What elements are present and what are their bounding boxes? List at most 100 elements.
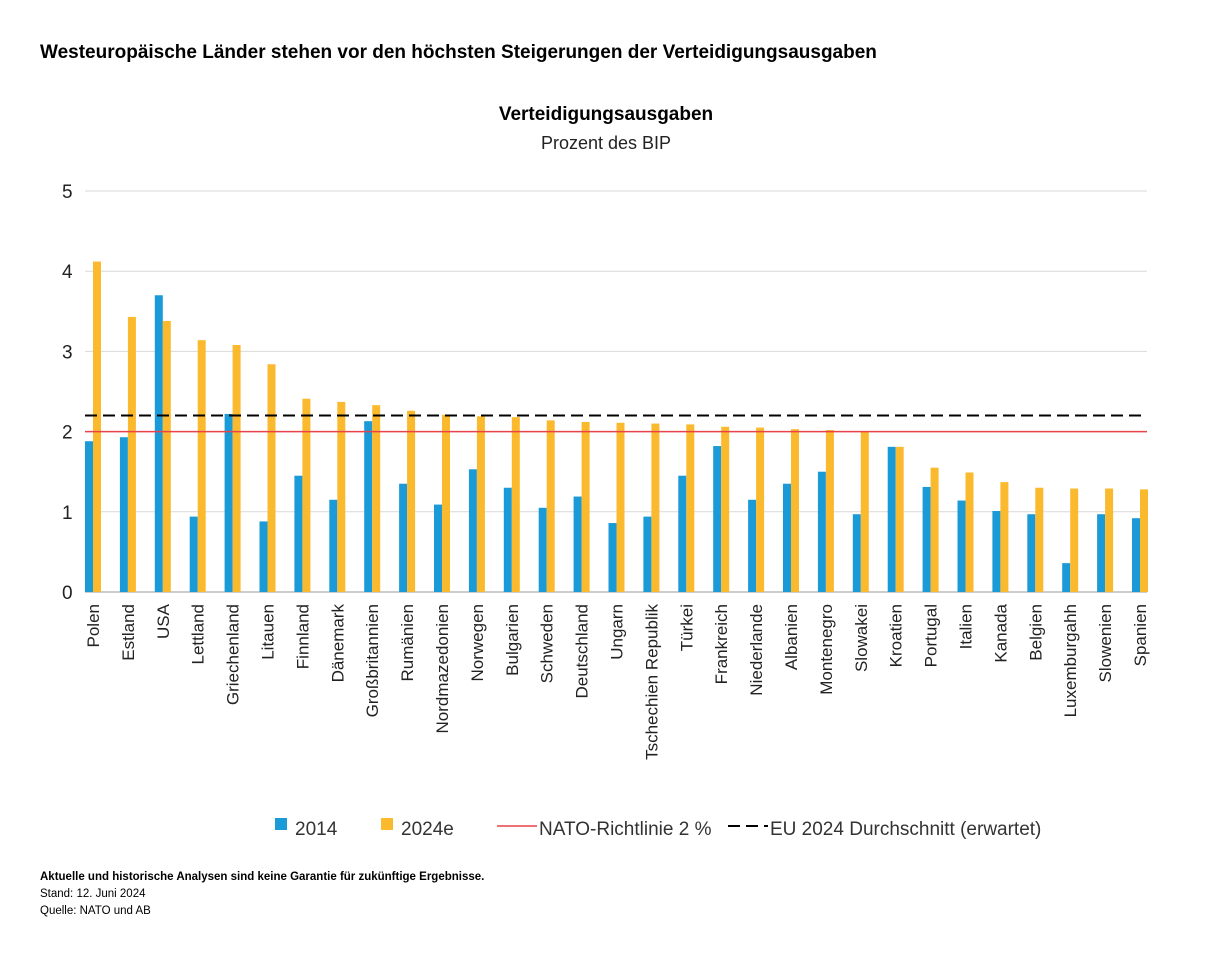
x-tick-label: Kroatien <box>887 604 906 667</box>
x-tick-label: Slowenien <box>1096 604 1115 682</box>
x-tick-label: Lettland <box>189 604 208 665</box>
bar-2024e <box>616 422 625 592</box>
x-tick-label: USA <box>154 603 173 639</box>
x-tick-label: Slowakei <box>852 604 871 672</box>
bar-2024e <box>162 320 171 592</box>
x-tick-label: Polen <box>84 604 103 647</box>
x-tick-label: Italien <box>957 604 976 649</box>
bar-2014 <box>259 521 268 592</box>
x-tick-label: Deutschland <box>573 604 592 699</box>
bar-2014 <box>783 483 791 592</box>
bar-2014 <box>294 475 303 592</box>
x-tick-label: Finnland <box>293 604 312 669</box>
legend-swatch <box>275 818 287 830</box>
legend-label: 2014 <box>295 819 338 840</box>
x-tick-label: Großbritannien <box>363 604 382 717</box>
x-tick-label: Frankreich <box>712 604 731 684</box>
bar-2014 <box>1027 514 1036 592</box>
x-tick-label: Portugal <box>922 604 941 667</box>
x-tick-label: Tschechien Republik <box>642 604 661 760</box>
bar-2014 <box>224 413 233 592</box>
bar-2014 <box>189 516 198 592</box>
date-note: Stand: 12. Juni 2024 <box>40 888 146 900</box>
bar-2014 <box>713 446 722 592</box>
x-tick-label: Nordmazedonien <box>433 604 452 733</box>
legend-label: EU 2024 Durchschnitt (erwartet) <box>770 819 1041 840</box>
bar-2024e <box>511 417 520 592</box>
bar-2014 <box>434 504 442 592</box>
bar-2024e <box>930 467 939 592</box>
x-tick-label: Estland <box>119 604 138 661</box>
bar-2024e <box>1070 488 1079 592</box>
bar-2024e <box>1000 482 1009 592</box>
x-tick-label: Ungarn <box>608 604 627 660</box>
bar-2024e <box>1140 489 1148 592</box>
x-tick-label: Schweden <box>538 604 557 683</box>
x-tick-label: Bulgarien <box>503 604 522 676</box>
x-tick-label: Türkei <box>677 604 696 651</box>
x-tick-label: Belgien <box>1026 604 1045 661</box>
x-tick-label: Niederlande <box>747 604 766 696</box>
bar-2014 <box>678 475 687 592</box>
y-tick-label: 1 <box>62 503 73 524</box>
bar-2014 <box>922 486 931 592</box>
x-tick-label: Montenegro <box>817 604 836 695</box>
bar-2014 <box>957 500 966 592</box>
bar-2024e <box>407 410 416 592</box>
bar-2014 <box>468 469 477 592</box>
bar-2024e <box>860 431 869 592</box>
bar-2024e <box>127 316 136 592</box>
bar-2014 <box>538 507 547 592</box>
y-tick-label: 2 <box>62 423 73 444</box>
bar-2024e <box>442 414 450 592</box>
headline: Westeuropäische Länder stehen vor den hö… <box>40 42 877 63</box>
bar-2014 <box>119 437 128 592</box>
bar-2024e <box>267 364 276 592</box>
disclaimer: Aktuelle und historische Analysen sind k… <box>40 871 485 883</box>
x-tick-label: Dänemark <box>328 604 347 683</box>
x-tick-label: Spanien <box>1131 604 1150 666</box>
bar-2014 <box>992 510 1001 592</box>
legend-label: 2024e <box>401 819 454 840</box>
bar-2024e <box>197 340 206 592</box>
chart-subtitle: Prozent des BIP <box>541 133 671 153</box>
bar-2014 <box>852 514 861 592</box>
x-tick-label: Albanien <box>782 604 801 670</box>
bar-2024e <box>965 472 974 592</box>
bar-2024e <box>721 426 730 592</box>
x-tick-label: Norwegen <box>468 604 487 682</box>
chart-title: Verteidigungsausgaben <box>499 104 713 125</box>
x-tick-label: Kanada <box>991 603 1010 662</box>
bar-2024e <box>93 261 101 592</box>
bar-2014 <box>503 487 512 592</box>
bar-2014 <box>1097 514 1106 592</box>
bar-2014 <box>608 523 617 592</box>
bar-2024e <box>895 446 904 592</box>
bar-2024e <box>302 398 311 592</box>
bar-2024e <box>581 421 590 592</box>
y-tick-label: 0 <box>62 583 73 604</box>
bar-2014 <box>364 421 373 592</box>
y-tick-label: 5 <box>62 182 73 203</box>
bar-2024e <box>1105 488 1114 592</box>
bar-2014 <box>748 499 757 592</box>
bar-2014 <box>1132 518 1140 592</box>
bar-2024e <box>546 420 555 592</box>
bar-2014 <box>817 471 826 592</box>
bar-2024e <box>791 429 799 592</box>
bar-2024e <box>232 344 241 592</box>
bar-2014 <box>85 441 93 592</box>
bar-2014 <box>154 295 163 592</box>
bar-2024e <box>825 429 834 592</box>
bar-2024e <box>337 401 346 592</box>
bar-2024e <box>476 416 485 592</box>
source-note: Quelle: NATO und AB <box>40 905 151 917</box>
bar-2024e <box>686 424 695 592</box>
bar-2014 <box>329 499 338 592</box>
x-tick-label: Griechenland <box>224 604 243 705</box>
bar-2014 <box>573 496 582 592</box>
bar-2024e <box>1035 487 1044 592</box>
legend-label: NATO-Richtlinie 2 % <box>539 819 712 840</box>
